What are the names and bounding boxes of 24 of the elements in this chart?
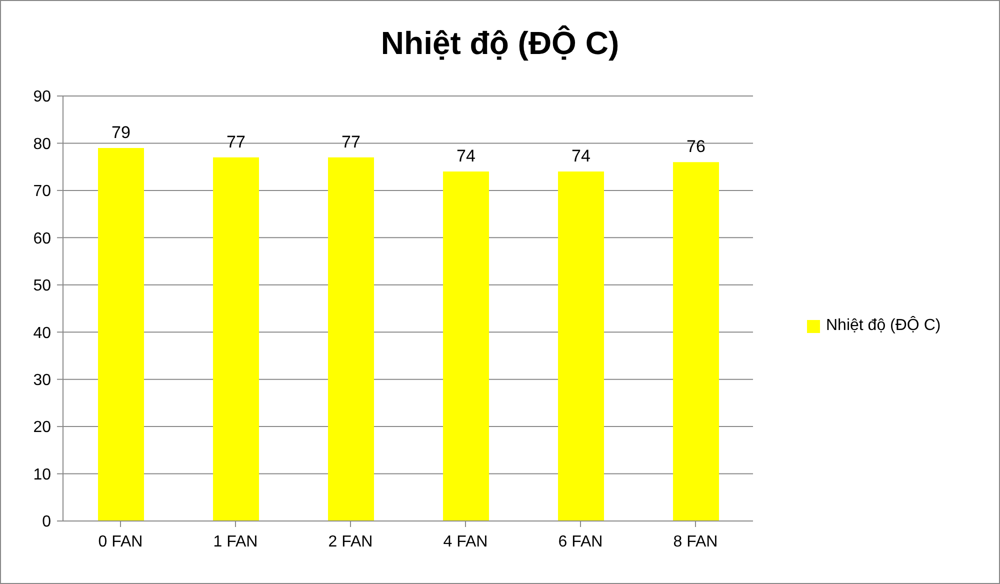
data-label: 74 [456, 146, 476, 166]
x-tick-label: 8 FAN [673, 533, 718, 550]
y-tick-label: 60 [33, 230, 52, 248]
y-tick-label: 20 [33, 419, 52, 436]
x-tick-label: 2 FAN [328, 533, 373, 550]
data-label: 79 [112, 122, 130, 142]
y-tick-label: 0 [42, 514, 52, 531]
y-tick-label: 80 [33, 136, 52, 153]
chart-title: Nhiệt độ (ĐỘ C) [380, 25, 620, 62]
data-label: 76 [686, 137, 706, 156]
y-tick-label: 70 [33, 183, 52, 200]
data-label: 77 [226, 132, 246, 152]
y-tick-label: 30 [33, 372, 52, 390]
data-label: 77 [342, 132, 360, 152]
y-tick-label: 40 [33, 324, 52, 342]
y-tick-label: 90 [33, 88, 52, 106]
x-tick-label: 6 FAN [558, 533, 603, 550]
y-tick-label: 10 [33, 466, 52, 484]
y-tick-label: 50 [33, 278, 52, 295]
data-label: 74 [572, 146, 590, 166]
x-tick-label: 1 FAN [213, 533, 258, 550]
legend-label: Nhiệt độ (ĐỘ C) [826, 317, 941, 335]
x-tick-label: 0 FAN [98, 533, 143, 550]
x-tick-label: 4 FAN [443, 533, 488, 550]
